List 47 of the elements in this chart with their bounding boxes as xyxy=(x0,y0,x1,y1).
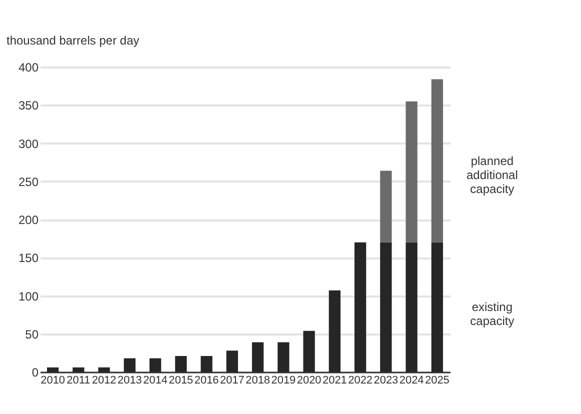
y-tick-label: 300 xyxy=(18,136,39,151)
bar xyxy=(431,242,444,372)
y-tick-label: 50 xyxy=(25,327,39,342)
y-tick-label: 100 xyxy=(18,289,39,304)
x-tick-label: 2019 xyxy=(271,374,296,386)
y-tick-label: 350 xyxy=(18,98,39,113)
y-tick-label: 400 xyxy=(18,60,39,74)
x-tick-label: 2023 xyxy=(374,374,398,386)
series-label: planned additional capacity xyxy=(466,154,518,196)
x-tick-label: 2021 xyxy=(322,374,347,386)
x-tick-label: 2018 xyxy=(246,374,270,386)
bar xyxy=(72,367,84,372)
y-tick-label: 250 xyxy=(18,174,39,189)
x-tick-label: 2017 xyxy=(220,374,244,386)
bar xyxy=(328,290,341,372)
x-tick-label: 2013 xyxy=(117,374,142,386)
bar xyxy=(200,356,212,372)
bar xyxy=(431,79,444,242)
x-tick-label: 2022 xyxy=(348,374,373,386)
bar xyxy=(303,330,315,372)
x-tick-label: 2012 xyxy=(92,374,116,386)
x-tick-label: 2020 xyxy=(296,374,322,386)
text: existing capacity xyxy=(470,300,514,328)
x-tick-label: 2016 xyxy=(194,374,219,386)
bar xyxy=(380,170,392,242)
bar xyxy=(406,101,418,242)
y-axis-title: thousand barrels per day xyxy=(6,34,140,48)
bar xyxy=(406,242,418,372)
x-tick-label: 2014 xyxy=(143,374,168,386)
y-tick-label: 150 xyxy=(18,251,39,266)
bar xyxy=(252,342,264,372)
x-tick-label: 2025 xyxy=(424,374,450,386)
x-tick-label: 2011 xyxy=(66,374,90,386)
x-tick-label: 2015 xyxy=(168,374,194,386)
bar xyxy=(98,367,110,372)
bar xyxy=(226,350,238,372)
bar xyxy=(149,358,162,372)
x-tick-label: 2010 xyxy=(40,374,66,386)
bar xyxy=(124,358,136,372)
y-tick-label: 0 xyxy=(32,366,39,380)
bar xyxy=(46,367,59,372)
x-tick-label: 2024 xyxy=(399,374,424,386)
bar xyxy=(175,356,187,372)
bar xyxy=(278,342,290,372)
bar xyxy=(354,242,366,372)
y-tick-label: 200 xyxy=(18,213,39,227)
bar xyxy=(380,242,392,372)
